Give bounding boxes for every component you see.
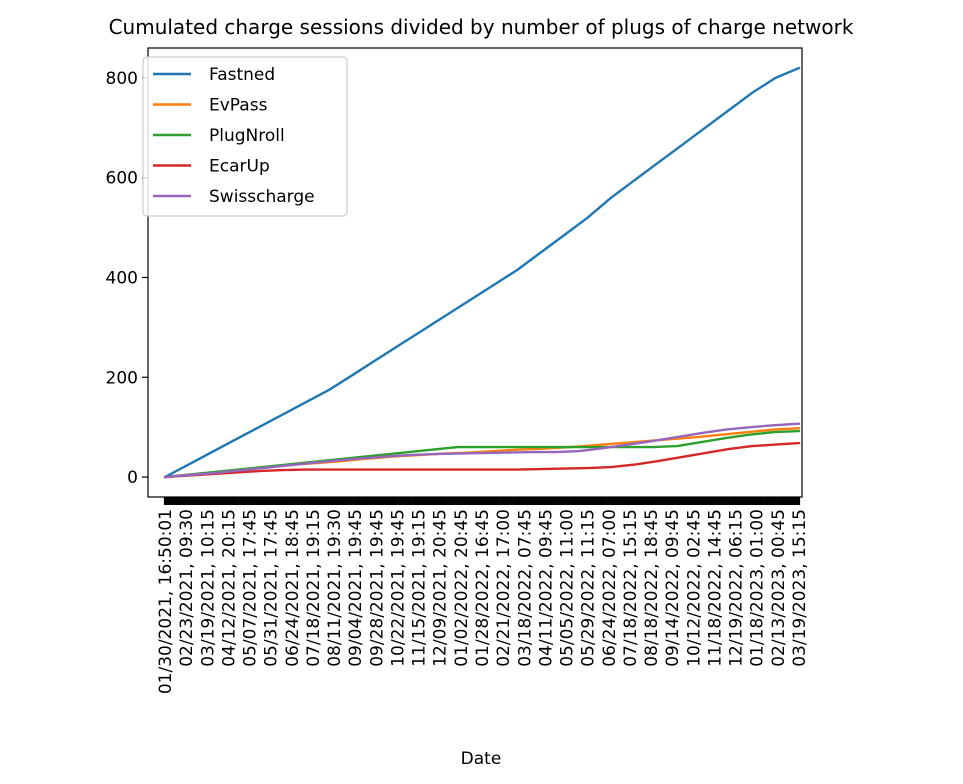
x-tick-label: 02/13/2023, 00:45 bbox=[769, 509, 789, 667]
x-tick-label: 04/12/2021, 20:15 bbox=[219, 509, 239, 667]
x-tick-label: 01/28/2022, 16:45 bbox=[473, 509, 493, 667]
x-tick-label: 03/19/2021, 10:15 bbox=[198, 509, 218, 667]
x-tick-label: 09/04/2021, 19:45 bbox=[346, 509, 366, 667]
x-tick-label: 03/18/2022, 07:45 bbox=[515, 509, 535, 667]
x-tick-label: 11/18/2022, 14:45 bbox=[705, 509, 725, 667]
x-tick-label: 06/24/2022, 07:00 bbox=[600, 509, 620, 667]
x-axis: 01/30/2021, 16:50:01 02/23/2021, 09:30 03/… bbox=[156, 497, 810, 694]
x-tick-label: 07/18/2022, 15:15 bbox=[621, 509, 641, 667]
x-tick-label: 03/19/2023, 15:15 bbox=[790, 509, 810, 667]
series-line-swisscharge bbox=[163, 422, 801, 479]
x-tick-label: 05/31/2021, 17:45 bbox=[262, 509, 282, 667]
x-tick-label: 06/24/2021, 18:45 bbox=[283, 509, 303, 667]
legend-label-ecarup: EcarUp bbox=[209, 157, 270, 177]
x-tick-label: 04/11/2022, 09:45 bbox=[536, 509, 556, 667]
x-tick-label: 12/19/2022, 06:15 bbox=[727, 509, 747, 667]
x-tick-label: 08/11/2021, 19:30 bbox=[325, 509, 345, 667]
chart-title: Cumulated charge sessions divided by num… bbox=[109, 15, 854, 39]
x-tick-label: 01/02/2022, 20:45 bbox=[452, 509, 472, 667]
x-tick-label: 01/18/2023, 01:00 bbox=[748, 509, 768, 667]
series-lines bbox=[163, 66, 801, 479]
legend: Fastned EvPass PlugNroll EcarUp Swisscharge bbox=[142, 56, 348, 217]
x-tick-label: 08/18/2022, 18:45 bbox=[642, 509, 662, 667]
x-tick-band bbox=[163, 497, 801, 505]
legend-label-swisscharge: Swisscharge bbox=[209, 187, 315, 207]
y-tick-label: 200 bbox=[106, 368, 138, 388]
x-tick-label: 07/18/2021, 19:15 bbox=[304, 509, 324, 667]
legend-label-evpass: EvPass bbox=[209, 96, 268, 116]
legend-label-plugnroll: PlugNroll bbox=[209, 126, 285, 146]
x-tick-label: 02/23/2021, 09:30 bbox=[177, 509, 197, 667]
y-tick-label: 0 bbox=[127, 468, 138, 488]
y-tick-label: 600 bbox=[106, 169, 138, 189]
x-tick-label: 01/30/2021, 16:50:01 bbox=[156, 509, 176, 694]
x-tick-label: 11/15/2021, 19:15 bbox=[410, 509, 430, 667]
x-axis-label: Date bbox=[461, 749, 502, 769]
x-tick-label: 10/12/2022, 02:45 bbox=[684, 509, 704, 667]
x-tick-label: 02/21/2022, 17:00 bbox=[494, 509, 514, 667]
legend-box bbox=[142, 56, 348, 217]
x-tick-label: 05/05/2022, 11:00 bbox=[558, 509, 578, 667]
y-tick-label: 800 bbox=[106, 69, 138, 89]
x-tick-label: 09/28/2021, 19:45 bbox=[367, 509, 387, 667]
legend-label-fastned: Fastned bbox=[209, 65, 275, 85]
y-tick-label: 400 bbox=[106, 268, 138, 288]
x-tick-label: 10/22/2021, 19:45 bbox=[388, 509, 408, 667]
y-axis: 0 200 400 600 800 bbox=[106, 69, 148, 488]
x-tick-label: 12/09/2021, 20:45 bbox=[431, 509, 451, 667]
x-tick-label: 05/29/2022, 11:15 bbox=[579, 509, 599, 667]
series-line-ecarup bbox=[163, 441, 801, 479]
x-tick-label: 09/14/2022, 09:45 bbox=[663, 509, 683, 667]
x-tick-label: 05/07/2021, 17:45 bbox=[241, 509, 261, 667]
series-line-fastned bbox=[163, 66, 801, 479]
